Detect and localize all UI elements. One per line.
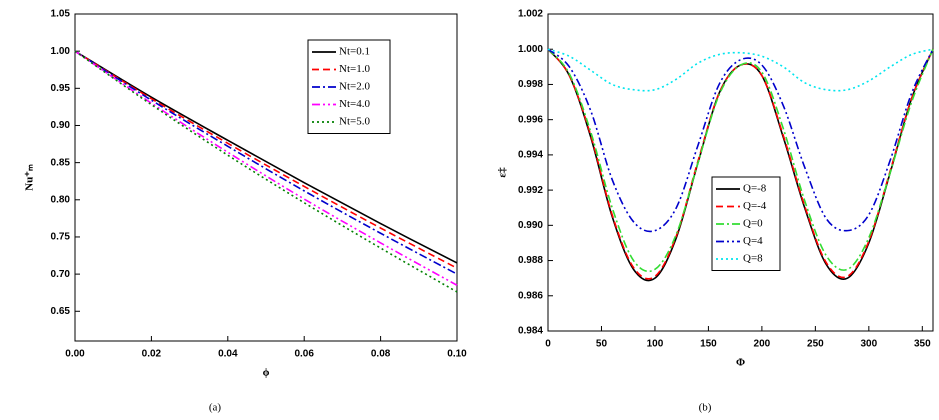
x-tick-label: 150: [700, 339, 717, 350]
legend-label: Q=-8: [743, 183, 767, 195]
legend-label: Q=4: [743, 235, 763, 247]
series-line: [74, 50, 458, 264]
series-line: [74, 50, 458, 275]
legend-label: Nt=2.0: [339, 81, 370, 93]
legend-box: [307, 39, 391, 134]
y-tick-label: 0.984: [518, 326, 543, 337]
y-tick-label: 0.986: [518, 290, 543, 301]
series-line: [547, 48, 934, 92]
legend-label: Nt=0.1: [339, 46, 370, 58]
y-axis-label: Nu⁺ₘ: [24, 164, 36, 191]
x-tick-label: 0.02: [142, 349, 162, 360]
x-tick-label: 300: [860, 339, 877, 350]
legend-label: Q=-4: [743, 200, 767, 212]
plot-frame: [547, 13, 934, 332]
series-line: [74, 50, 458, 269]
y-tick-label: 1.002: [518, 9, 543, 20]
y-tick-label: 0.992: [518, 185, 543, 196]
series-line: [547, 48, 934, 280]
legend-label: Q=0: [743, 218, 763, 230]
y-tick-label: 0.65: [51, 306, 71, 317]
y-tick-label: 0.85: [51, 157, 71, 168]
y-tick-label: 0.70: [51, 269, 71, 280]
series-line: [547, 48, 934, 233]
x-tick-label: 100: [647, 339, 664, 350]
legend-label: Q=8: [743, 253, 763, 265]
caption: (a): [209, 402, 222, 414]
y-tick-label: 1.00: [51, 46, 71, 57]
plot-frame: [74, 13, 458, 342]
x-tick-label: 50: [596, 339, 608, 350]
y-tick-label: 0.994: [518, 150, 543, 161]
y-tick-label: 0.95: [51, 83, 71, 94]
x-tick-label: 0.08: [371, 349, 391, 360]
x-tick-label: 0.04: [218, 349, 238, 360]
caption: (b): [699, 402, 712, 414]
y-tick-label: 0.998: [518, 79, 543, 90]
y-tick-label: 0.75: [51, 232, 71, 243]
x-tick-label: 0: [545, 339, 551, 350]
legend-label: Nt=4.0: [339, 98, 370, 110]
x-tick-label: 0.10: [447, 349, 467, 360]
legend-label: Nt=1.0: [339, 63, 370, 75]
y-tick-label: 0.988: [518, 255, 543, 266]
legend-box: [711, 176, 781, 271]
legend-label: Nt=5.0: [339, 116, 370, 128]
x-tick-label: 200: [754, 339, 771, 350]
series-line: [547, 48, 934, 273]
x-tick-label: 0.00: [65, 349, 85, 360]
y-tick-label: 1.000: [518, 44, 543, 55]
x-tick-label: 250: [807, 339, 824, 350]
y-axis-label: ε‡: [497, 167, 509, 178]
y-tick-label: 0.90: [51, 120, 71, 131]
y-tick-label: 1.05: [51, 9, 71, 20]
y-tick-label: 0.990: [518, 220, 543, 231]
y-tick-label: 0.80: [51, 194, 71, 205]
x-tick-label: 0.06: [294, 349, 314, 360]
x-axis-label: Φ: [736, 357, 745, 369]
x-axis-label: ϕ: [263, 367, 270, 379]
x-tick-label: 350: [914, 339, 931, 350]
y-tick-label: 0.996: [518, 114, 543, 125]
